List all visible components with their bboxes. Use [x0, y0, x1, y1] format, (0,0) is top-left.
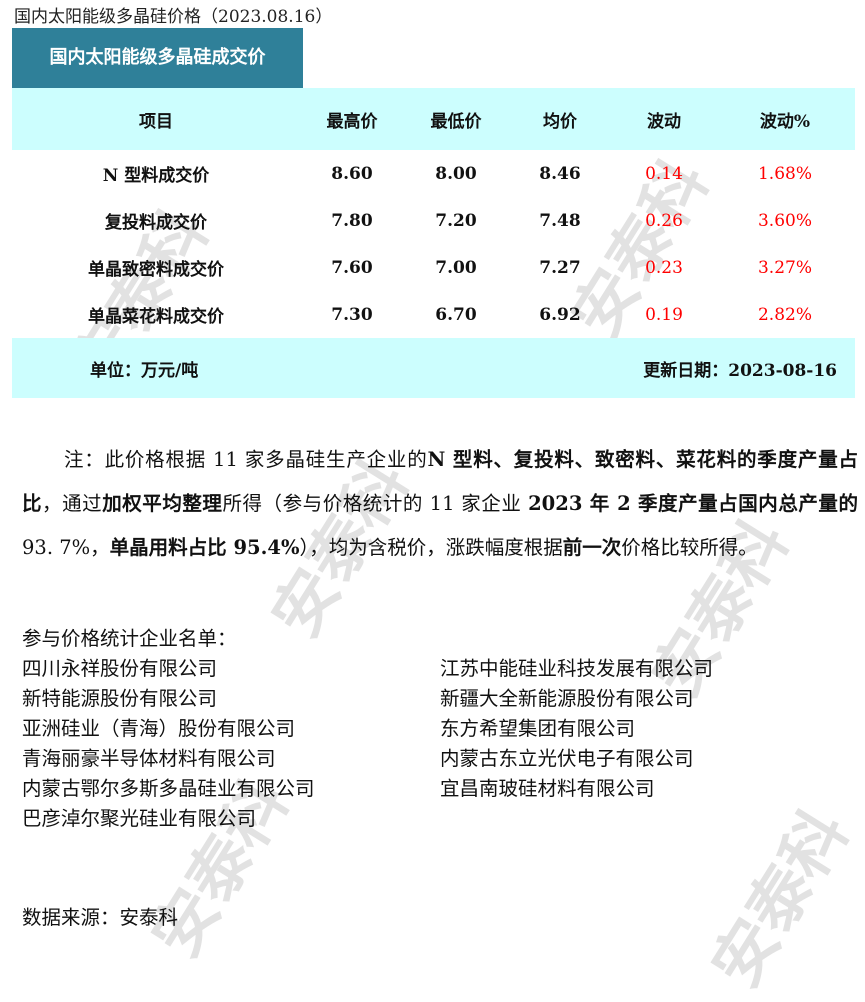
company-item: 新疆大全新能源股份有限公司 [440, 687, 694, 710]
company-list-label: 参与价格统计企业名单： [22, 627, 237, 650]
company-list: 参与价格统计企业名单： 四川永祥股份有限公司 新特能源股份有限公司亚洲硅业（青海）… [22, 624, 858, 834]
cell-high: 7.80 [331, 210, 373, 231]
cell-high: 7.60 [331, 257, 373, 278]
cell-low: 7.00 [435, 257, 477, 278]
note-paragraph: 注：此价格根据 11 家多晶硅生产企业的N 型料、复投料、致密料、菜花料的季度产… [22, 438, 858, 570]
cell-avg: 7.27 [539, 257, 581, 278]
cell-low: 7.20 [435, 210, 477, 231]
company-item: 新特能源股份有限公司 [22, 687, 218, 710]
page-title: 国内太阳能级多晶硅价格（2023.08.16） [14, 7, 333, 27]
table-row: 单晶致密料成交价 7.60 7.00 7.27 0.23 3.27% [12, 244, 855, 291]
company-item: 内蒙古鄂尔多斯多晶硅业有限公司 [22, 777, 315, 800]
header-change: 波动 [647, 111, 681, 132]
cell-change-pct: 3.60% [757, 210, 812, 231]
header-avg: 均价 [543, 111, 577, 132]
cell-item: N 型料成交价 [102, 166, 210, 186]
cell-avg: 7.48 [539, 210, 581, 231]
cell-item: 单晶致密料成交价 [88, 260, 224, 280]
note-segment: ，通过 [42, 492, 103, 515]
company-item: 内蒙古东立光伏电子有限公司 [440, 747, 694, 770]
company-item: 巴彦淖尔聚光硅业有限公司 [22, 807, 257, 830]
table-title: 国内太阳能级多晶硅成交价 [12, 28, 303, 88]
cell-item: 单晶菜花料成交价 [88, 307, 224, 327]
company-item: 四川永祥股份有限公司 [22, 657, 218, 680]
cell-change: 0.23 [645, 257, 683, 278]
note-segment: 所得（参与价格统计的 11 家企业 [222, 492, 529, 515]
note-segment: 价格比较所得。 [621, 536, 758, 559]
note-segment: ），均为含税价，涨跌幅度根据 [299, 536, 563, 559]
note-segment: N 型料、复投料、致密料、菜花料的季度产量占比 [22, 448, 858, 515]
company-item: 青海丽豪半导体材料有限公司 [22, 747, 276, 770]
table-footer-row: 单位：万元/吨 更新日期：2023-08-16 [12, 338, 855, 398]
header-low: 最低价 [430, 111, 482, 132]
header-change-pct: 波动% [759, 111, 811, 132]
table-header-row: 项目 最高价 最低价 均价 波动 波动% [12, 88, 855, 150]
cell-avg: 8.46 [539, 163, 581, 184]
note-segment: 2023 年 2 季度产量占国内总产量的 [528, 492, 858, 515]
cell-change: 0.26 [645, 210, 683, 231]
company-item: 亚洲硅业（青海）股份有限公司 [22, 717, 296, 740]
note-segment: 单晶用料占比 95.4% [109, 536, 300, 559]
data-source: 数据来源：安泰科 [22, 906, 179, 929]
company-item: 江苏中能硅业科技发展有限公司 [440, 657, 714, 680]
cell-change-pct: 2.82% [757, 304, 812, 325]
cell-high: 8.60 [331, 163, 373, 184]
price-table: 项目 最高价 最低价 均价 波动 波动% N 型料成交价 8.60 8.00 8.46… [12, 88, 855, 398]
note-segment: 加权平均整理 [102, 492, 223, 515]
company-item: 东方希望集团有限公司 [440, 717, 636, 740]
cell-low: 8.00 [435, 163, 477, 184]
cell-change: 0.14 [645, 163, 683, 184]
cell-high: 7.30 [331, 304, 373, 325]
cell-change: 0.19 [645, 304, 683, 325]
header-item: 项目 [139, 111, 173, 132]
unit-label: 单位：万元/吨 [90, 360, 199, 381]
header-high: 最高价 [326, 111, 378, 132]
cell-item: 复投料成交价 [105, 213, 207, 233]
cell-low: 6.70 [435, 304, 477, 325]
company-item: 宜昌南玻硅材料有限公司 [440, 777, 655, 800]
note-segment: 前一次 [562, 536, 622, 559]
cell-avg: 6.92 [539, 304, 581, 325]
note-segment: 注：此价格根据 11 家多晶硅生产企业的 [64, 448, 428, 471]
cell-change-pct: 1.68% [757, 163, 812, 184]
update-date: 更新日期：2023-08-16 [643, 360, 837, 381]
cell-change-pct: 3.27% [757, 257, 812, 278]
table-row: 复投料成交价 7.80 7.20 7.48 0.26 3.60% [12, 197, 855, 244]
note-segment: 93. 7%， [22, 536, 110, 559]
table-row: 单晶菜花料成交价 7.30 6.70 6.92 0.19 2.82% [12, 291, 855, 338]
table-row: N 型料成交价 8.60 8.00 8.46 0.14 1.68% [12, 150, 855, 197]
